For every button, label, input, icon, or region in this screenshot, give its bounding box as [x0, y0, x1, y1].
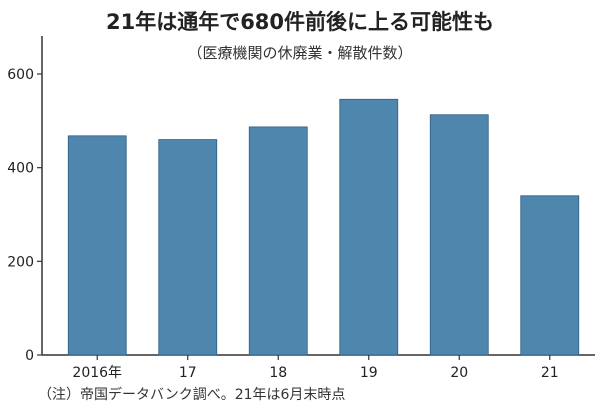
x-tick-label: 19 [360, 365, 378, 381]
x-tick-label: 20 [450, 365, 468, 381]
x-tick-label: 2016年 [72, 365, 122, 381]
bar [158, 139, 218, 356]
bar [520, 195, 580, 356]
source-note: （注）帝国データバンク調べ。21年は6月末時点 [38, 387, 346, 403]
chart-subtitle: （医療機関の休廃業・解散件数） [187, 44, 413, 62]
chart-title: 21年は通年で680件前後に上る可能性も [105, 10, 495, 34]
y-tick-label: 600 [7, 67, 34, 83]
y-tick-label: 200 [7, 254, 34, 270]
y-tick-label: 400 [7, 161, 34, 177]
bar [67, 135, 127, 356]
y-tick-label: 0 [25, 348, 34, 364]
bar [429, 114, 489, 356]
x-tick-label: 17 [179, 365, 197, 381]
bar [248, 126, 308, 356]
x-tick-label: 21 [541, 365, 559, 381]
x-tick-label: 18 [269, 365, 287, 381]
bar [339, 98, 399, 356]
